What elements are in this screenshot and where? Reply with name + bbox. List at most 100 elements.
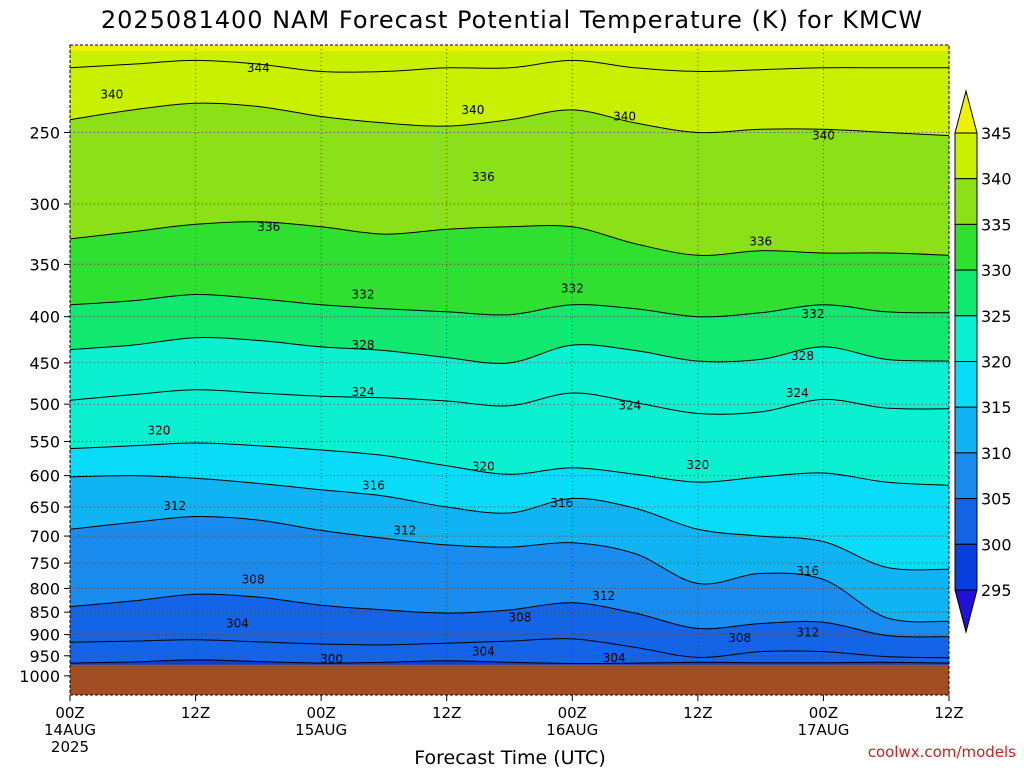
contour-label: 312 [592, 589, 615, 603]
y-tick-label: 700 [29, 527, 60, 546]
x-tick-date: 17AUG [797, 721, 849, 739]
contour-label: 304 [226, 617, 249, 631]
isentrope-332 [70, 293, 949, 318]
isentrope-328 [70, 337, 949, 364]
chart-title: 2025081400 NAM Forecast Potential Temper… [101, 6, 923, 34]
ground-rect [70, 664, 949, 695]
contour-label: 340 [461, 103, 484, 117]
plot-frame [69, 44, 950, 696]
colorbar-label: 325 [981, 307, 1012, 326]
contour-label: 332 [352, 288, 375, 302]
isentrope-344 [70, 59, 949, 73]
contour-label: 324 [618, 399, 641, 413]
colorbar-segment [954, 315, 978, 362]
y-tick-label: 550 [29, 433, 60, 452]
colorbar-label: 295 [981, 581, 1012, 600]
contour-label: 300 [320, 652, 343, 666]
x-axis-label: Forecast Time (UTC) [414, 747, 605, 768]
contour-label: 328 [352, 338, 375, 352]
y-tick-label: 900 [29, 626, 60, 645]
colorbar-segment [954, 178, 978, 225]
contour-label: 304 [603, 651, 626, 665]
contour-labels: 344 340 340 340 340 336 336 336 332 332 332 328 328 3… [100, 61, 834, 666]
contour-label: 308 [242, 572, 265, 586]
contour-label: 316 [796, 564, 819, 578]
y-tick-label: 750 [29, 554, 60, 573]
colorbar-segment [954, 223, 978, 271]
y-tick-label: 500 [29, 395, 60, 414]
x-tick-year: 2025 [51, 738, 89, 756]
y-tick-label: 800 [29, 579, 60, 598]
contour-label: 320 [686, 458, 709, 472]
contour-label: 316 [550, 496, 573, 510]
contour-label: 340 [812, 129, 835, 143]
contour-label: 312 [393, 523, 416, 537]
contour-label: 324 [786, 386, 809, 400]
y-tick-label: 1000 [19, 667, 60, 686]
colorbar-segment [954, 269, 978, 317]
y-tick-label: 950 [29, 647, 60, 666]
contour-label: 340 [100, 88, 123, 102]
isentrope-340 [70, 102, 949, 137]
isentrope-324 [70, 389, 949, 415]
isentrope-304 [70, 638, 949, 659]
y-tick-label: 450 [29, 354, 60, 373]
colorbar-segment [954, 361, 978, 408]
contour-label: 308 [509, 611, 532, 625]
contour-label: 328 [791, 349, 814, 363]
colorbar-segment [954, 406, 978, 454]
x-tick-label: 12Z [683, 704, 712, 722]
isentrope-316 [70, 475, 949, 571]
isentrope-336 [70, 221, 949, 256]
contour-label: 320 [147, 424, 170, 438]
isentrope-300 [70, 659, 949, 665]
contour-label: 308 [728, 631, 751, 645]
x-tick-label: 00Z [306, 704, 335, 722]
x-tick-label: 12Z [934, 704, 963, 722]
contour-label: 332 [561, 281, 584, 295]
colorbar-label: 315 [981, 398, 1012, 417]
isentrope-312 [70, 515, 949, 623]
contour-label: 312 [163, 499, 186, 513]
x-tick-label: 00Z [809, 704, 838, 722]
x-tick-label: 00Z [558, 704, 587, 722]
x-tick-date: 16AUG [546, 721, 598, 739]
contour-label: 332 [802, 307, 825, 321]
contour-label: 336 [749, 234, 772, 248]
colorbar-segment [954, 498, 978, 545]
x-tick-label: 12Z [181, 704, 210, 722]
y-tick-label: 600 [29, 467, 60, 486]
colorbar-label: 320 [981, 353, 1012, 372]
heatmap-fill [70, 45, 949, 695]
colorbar: 345 340 335 330 325 320 315 310 305 300 295 [954, 89, 1012, 634]
contour-label: 324 [352, 385, 375, 399]
colorbar-label: 340 [981, 170, 1012, 189]
colorbar-top-arrow [954, 89, 978, 134]
y-tick-label: 300 [29, 195, 60, 214]
contour-label: 340 [613, 109, 636, 123]
isentrope-308 [70, 593, 949, 638]
isentrope-320 [70, 442, 949, 486]
isentrope-contours [70, 59, 949, 665]
colorbar-segment [954, 452, 978, 500]
y-axis: 250 300 350 400 450 500 550 600 650 700 750 800 850 9… [19, 123, 70, 686]
y-tick-label: 250 [29, 123, 60, 142]
colorbar-label: 330 [981, 261, 1012, 280]
y-tick-label: 350 [29, 255, 60, 274]
colorbar-label: 345 [981, 124, 1012, 143]
y-tick-label: 650 [29, 498, 60, 517]
colorbar-segment [954, 543, 978, 591]
colorbar-segment [954, 132, 978, 180]
contour-label: 336 [257, 220, 280, 234]
footer-credit: coolwx.com/models [868, 743, 1016, 761]
colorbar-label: 300 [981, 535, 1012, 554]
contour-label: 304 [472, 645, 495, 659]
contour-label: 312 [796, 625, 819, 639]
colorbar-label: 305 [981, 490, 1012, 509]
y-tick-label: 400 [29, 308, 60, 327]
colorbar-label: 310 [981, 444, 1012, 463]
x-tick-label: 12Z [432, 704, 461, 722]
ground [70, 664, 949, 695]
x-tick-label: 00Z [55, 704, 84, 722]
